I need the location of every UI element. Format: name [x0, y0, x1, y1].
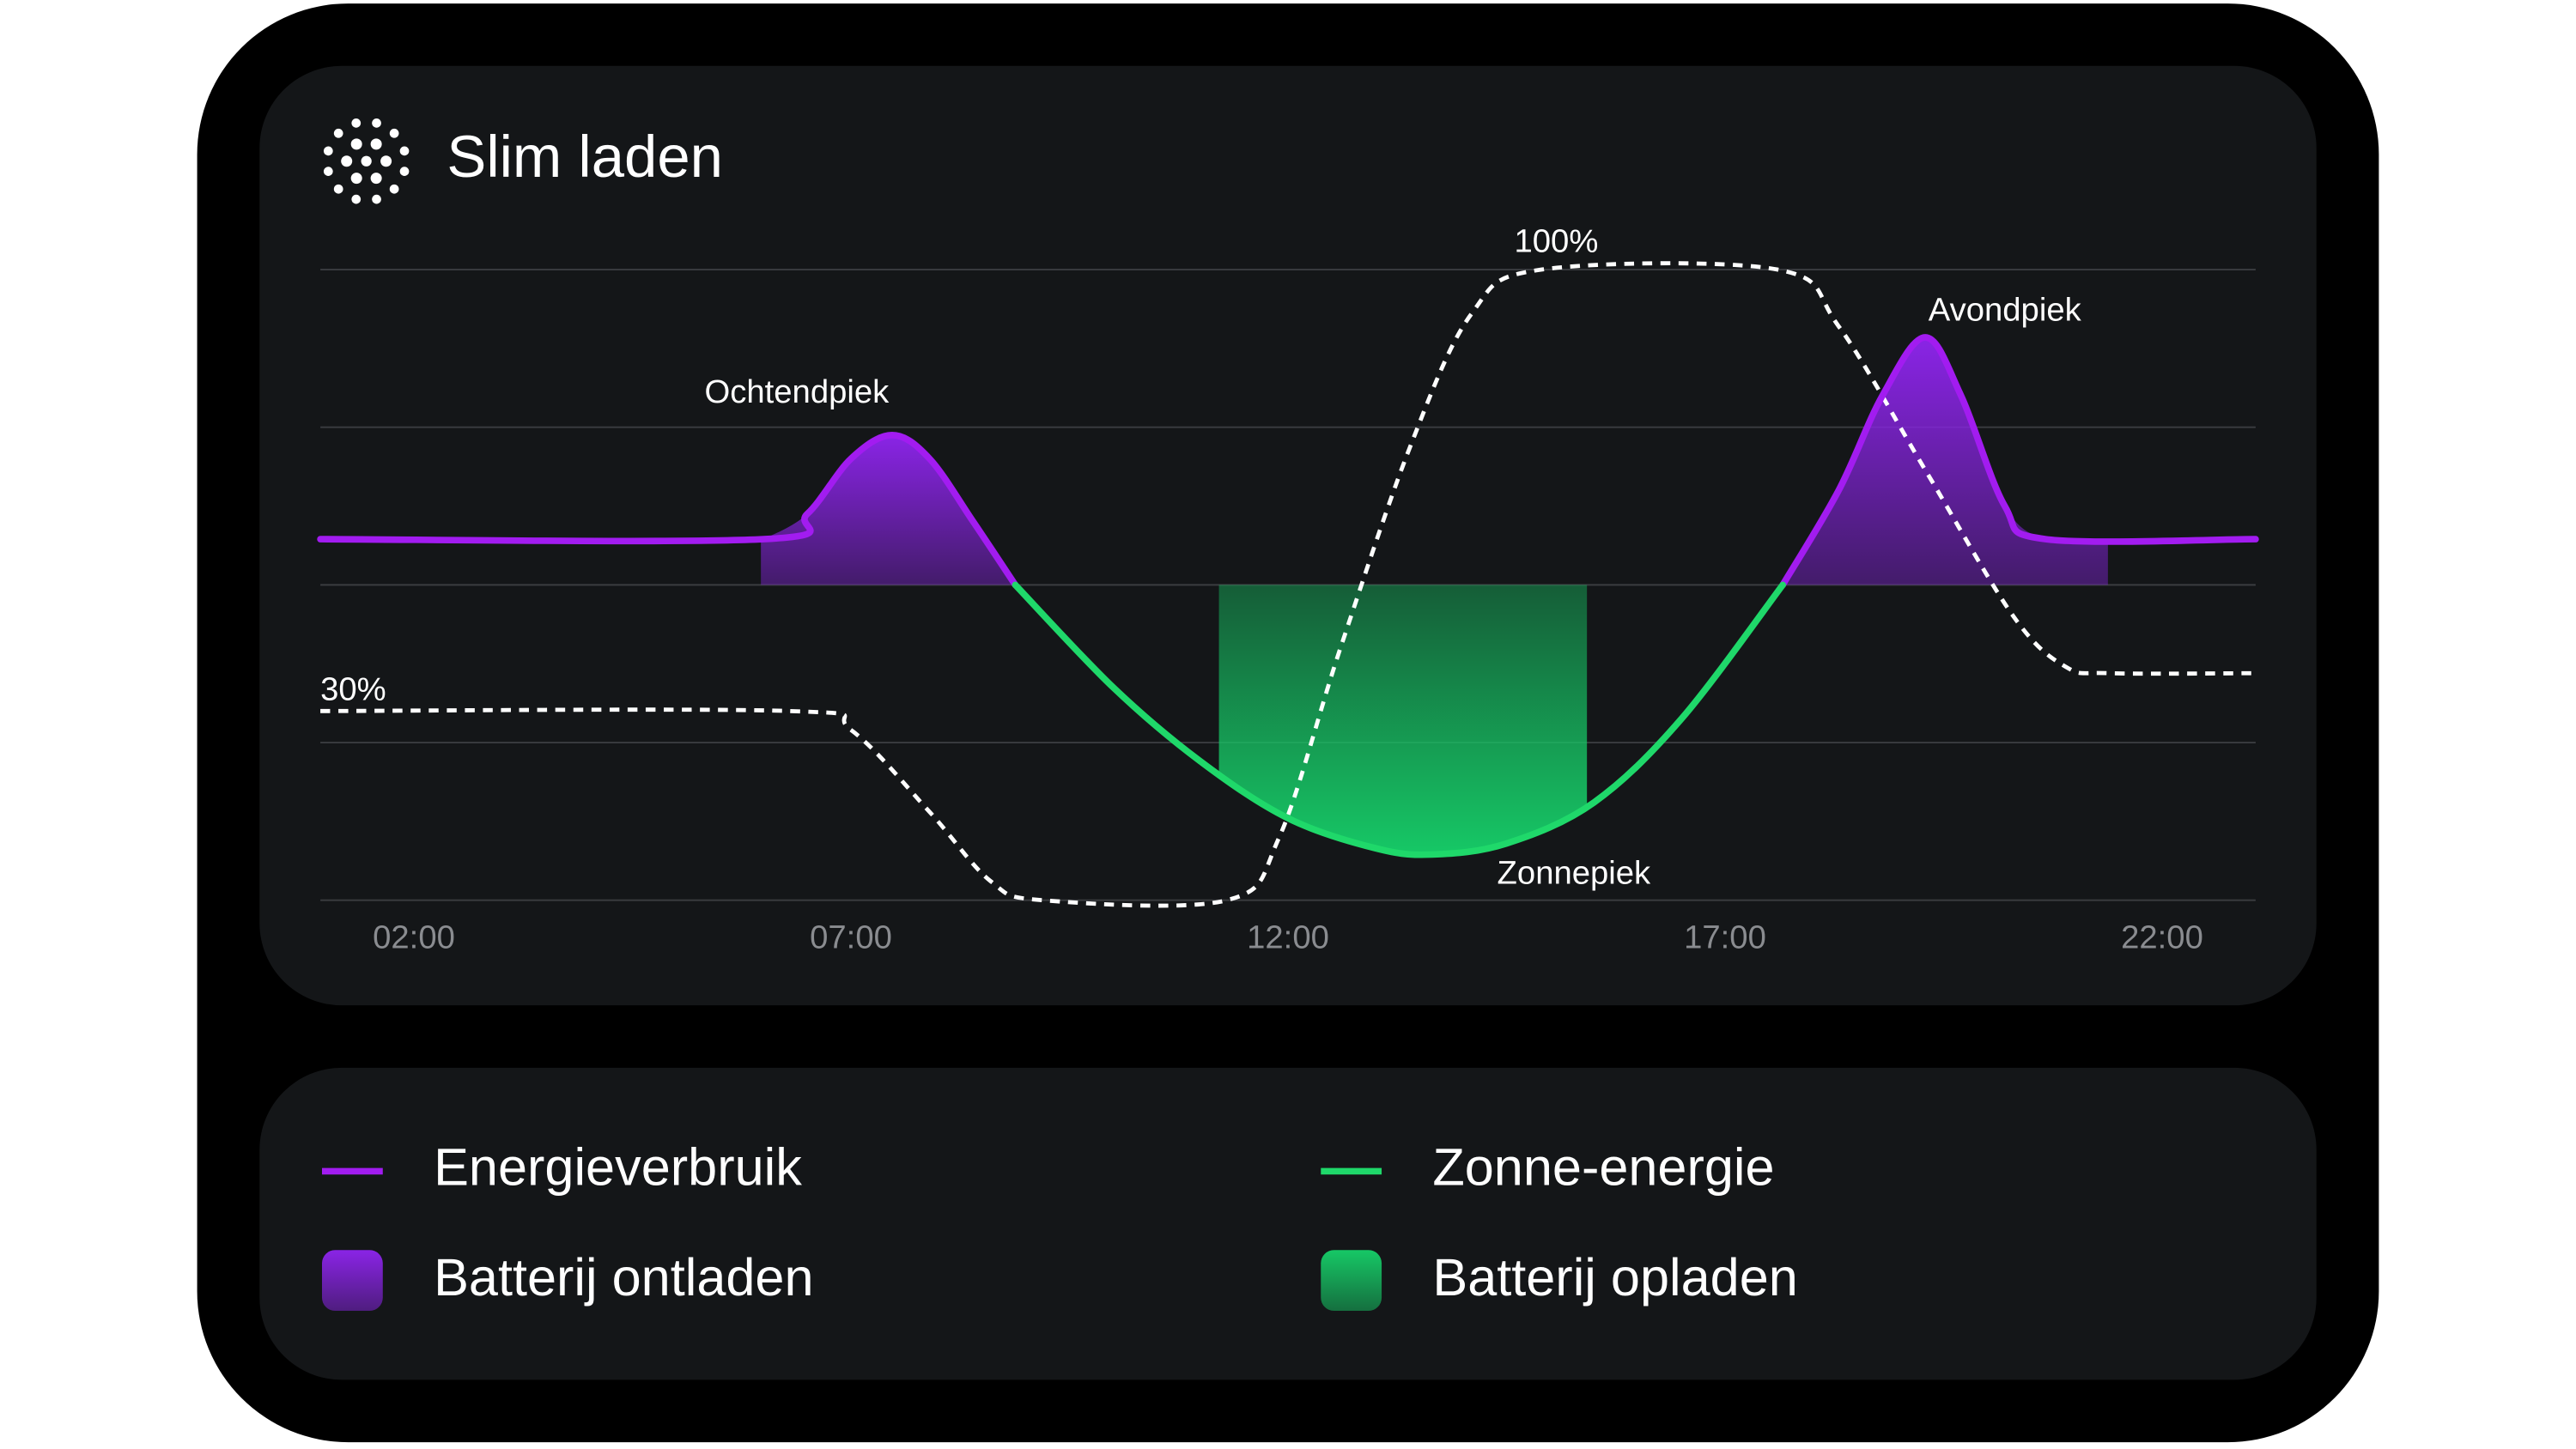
series-line	[1779, 334, 2259, 589]
legend-card	[259, 1067, 2317, 1380]
legend-swatch	[322, 1250, 383, 1312]
icon-dot	[341, 155, 353, 167]
icon-dot	[380, 155, 392, 167]
icon-dot	[372, 118, 381, 128]
x-tick-label: 22:00	[2121, 919, 2203, 956]
x-tick-label: 02:00	[373, 919, 455, 956]
icon-dot	[333, 128, 343, 138]
icon-dot	[350, 138, 362, 150]
battery-label: 100%	[1515, 223, 1599, 260]
battery-area	[759, 434, 1016, 585]
annotation: Zonnepiek	[1498, 854, 1651, 891]
icon-dot	[333, 184, 343, 194]
legend-label: Batterij opladen	[1432, 1248, 1797, 1307]
icon-dot	[323, 167, 333, 176]
icon-dot	[372, 194, 381, 204]
battery-label: 30%	[320, 670, 386, 707]
legend-label: Batterij ontladen	[434, 1248, 813, 1307]
icon-dot	[399, 146, 410, 156]
annotation: Ochtendpiek	[705, 373, 890, 410]
icon-dot	[351, 194, 361, 204]
icon-dot	[370, 173, 382, 185]
battery-area	[1218, 585, 1588, 855]
x-tick-label: 12:00	[1247, 919, 1329, 956]
plot: 02:00 07:00 12:00 17:00 22:00 30% 100% Ochtendp…	[317, 223, 2259, 956]
chart-card	[259, 65, 2317, 1006]
icon	[323, 118, 410, 204]
icon-dot	[350, 173, 362, 185]
icon-dot	[351, 118, 361, 128]
chart-title: Slim laden	[447, 124, 723, 190]
x-tick-label: 07:00	[810, 919, 892, 956]
annotation: Avondpiek	[1929, 292, 2082, 329]
legend-swatch	[1321, 1250, 1382, 1312]
battery-area	[1783, 337, 2108, 585]
x-tick-label: 17:00	[1684, 919, 1766, 956]
legend-label: Energieverbruik	[434, 1138, 802, 1197]
battery-line	[320, 261, 2256, 908]
series-line	[317, 432, 1019, 589]
legend: Energieverbruik Zonne-energie Batterij ont…	[322, 1138, 1798, 1312]
icon-dot	[389, 128, 399, 138]
icon-dot	[399, 167, 410, 176]
icon-dot	[323, 146, 333, 156]
icon-dot	[361, 155, 372, 167]
icon-dot	[389, 184, 399, 194]
series-line	[1012, 581, 1787, 858]
legend-label: Zonne-energie	[1432, 1138, 1774, 1197]
icon-dot	[370, 138, 382, 150]
